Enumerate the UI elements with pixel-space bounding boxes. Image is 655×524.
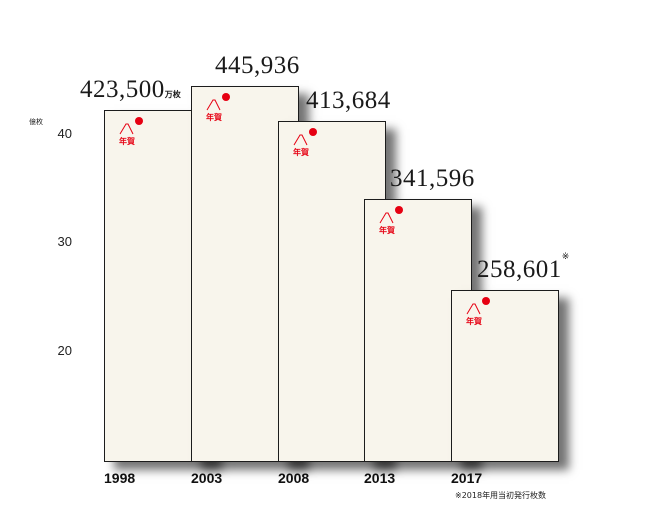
- mountain-icon: [466, 303, 481, 314]
- value-label-2003: 445,936: [215, 51, 300, 79]
- nenga-stamp: 年賀: [379, 206, 411, 240]
- nenga-text: 年賀: [466, 316, 482, 326]
- value-label-1998: 423,500万枚: [80, 76, 181, 104]
- footnote: ※2018年用当初発行枚数: [455, 491, 547, 500]
- sun-icon: [309, 128, 317, 137]
- nenga-stamp: 年賀: [293, 128, 325, 162]
- nenga-text: 年賀: [119, 137, 135, 147]
- y-tick-20: 20: [57, 343, 72, 358]
- mountain-icon: [119, 123, 134, 135]
- x-tick-1998: 1998: [104, 470, 136, 486]
- value-label-2017: 258,601※: [477, 251, 570, 283]
- x-tick-2017: 2017: [451, 470, 483, 486]
- x-tick-2003: 2003: [191, 470, 223, 486]
- x-tick-2013: 2013: [364, 470, 396, 486]
- mountain-icon: [293, 134, 308, 146]
- note-mark: ※: [561, 251, 570, 262]
- sun-icon: [222, 92, 230, 101]
- y-axis-unit: 億枚: [29, 118, 43, 126]
- nenga-text: 年賀: [293, 148, 309, 158]
- nenga-text: 年賀: [206, 112, 222, 122]
- y-tick-30: 30: [57, 234, 72, 249]
- value-label-2013: 341,596: [390, 165, 475, 193]
- y-tick-40: 40: [57, 126, 72, 141]
- sun-icon: [135, 117, 143, 126]
- unit-suffix: 万枚: [164, 90, 181, 100]
- x-tick-2008: 2008: [278, 470, 310, 486]
- mountain-icon: [206, 99, 221, 111]
- sun-icon: [395, 206, 403, 215]
- sun-icon: [482, 296, 490, 305]
- nenga-stamp: 年賀: [206, 92, 238, 127]
- value-label-2008: 413,684: [306, 87, 391, 115]
- nenga-stamp: 年賀: [119, 117, 151, 151]
- nenga-text: 年賀: [379, 226, 395, 236]
- mountain-icon: [379, 212, 394, 224]
- bar-2017: 年賀: [451, 289, 559, 462]
- nenga-stamp: 年賀: [466, 296, 498, 331]
